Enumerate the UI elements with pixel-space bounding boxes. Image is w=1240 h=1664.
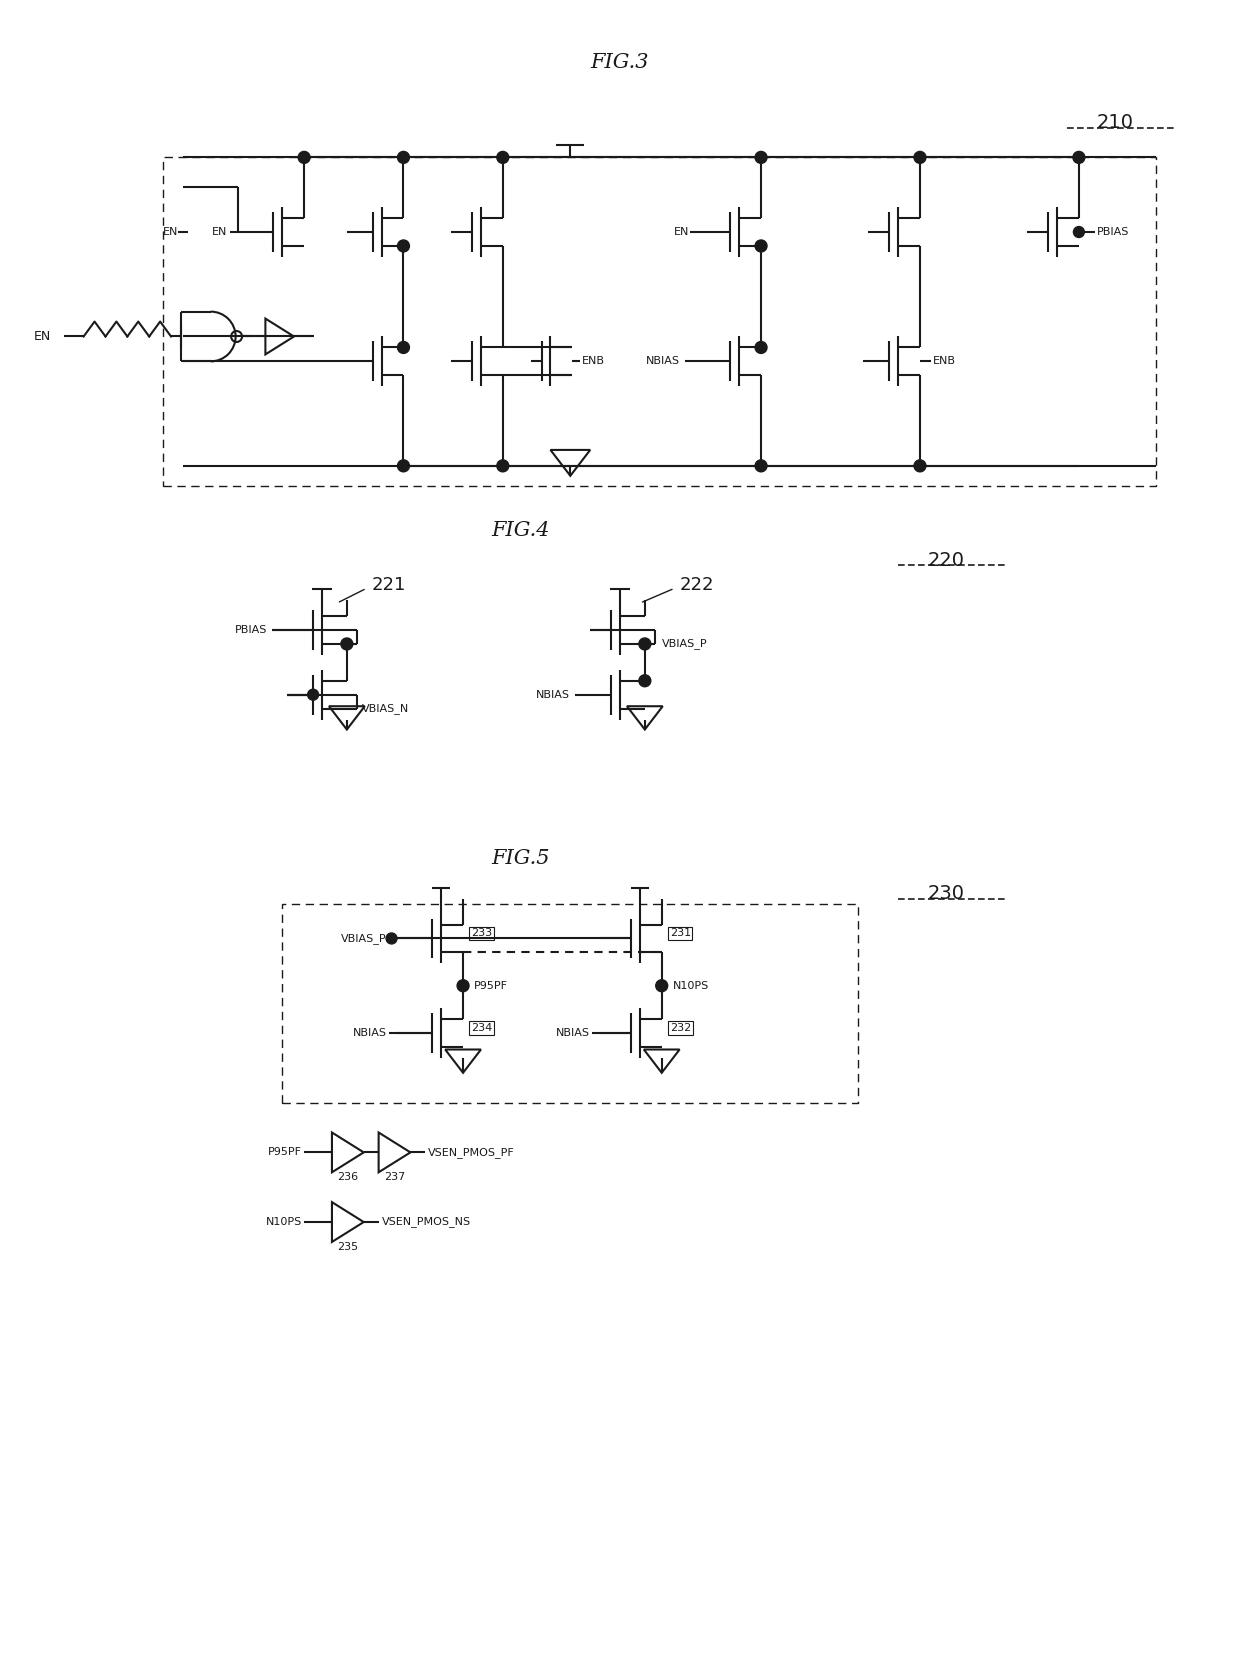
Bar (164, 158, 1157, 486)
Circle shape (497, 459, 508, 473)
Circle shape (639, 676, 651, 687)
Circle shape (755, 151, 768, 163)
Text: NBIAS: NBIAS (537, 689, 570, 699)
Text: VSEN_PMOS_PF: VSEN_PMOS_PF (428, 1146, 515, 1158)
Circle shape (914, 459, 926, 473)
Circle shape (914, 151, 926, 163)
Text: VBIAS_P: VBIAS_P (662, 639, 707, 649)
Text: VBIAS_P: VBIAS_P (341, 934, 387, 943)
Circle shape (398, 341, 409, 353)
Text: PBIAS: PBIAS (236, 626, 268, 636)
Text: VSEN_PMOS_NS: VSEN_PMOS_NS (382, 1216, 471, 1228)
Circle shape (458, 980, 469, 992)
Circle shape (755, 341, 768, 353)
Bar (283, 904, 858, 1103)
Circle shape (386, 934, 397, 943)
Text: EN: EN (33, 329, 51, 343)
Text: FIG.5: FIG.5 (491, 849, 549, 869)
Text: 222: 222 (680, 576, 714, 594)
Text: 236: 236 (337, 1171, 358, 1181)
Text: 233: 233 (471, 929, 492, 938)
Circle shape (755, 240, 768, 251)
Text: PBIAS: PBIAS (1096, 226, 1130, 236)
Text: FIG.3: FIG.3 (590, 53, 650, 72)
Circle shape (341, 637, 353, 651)
Text: EN: EN (675, 226, 689, 236)
Circle shape (1074, 226, 1084, 238)
Circle shape (308, 689, 319, 701)
Text: NBIAS: NBIAS (646, 356, 680, 366)
Text: 231: 231 (670, 929, 691, 938)
Text: 230: 230 (928, 884, 965, 904)
Circle shape (398, 151, 409, 163)
Text: VBIAS_N: VBIAS_N (362, 704, 409, 714)
Text: FIG.4: FIG.4 (491, 521, 549, 541)
Text: NBIAS: NBIAS (557, 1028, 590, 1038)
Text: N10PS: N10PS (265, 1216, 303, 1226)
Text: 237: 237 (384, 1171, 405, 1181)
Text: 232: 232 (670, 1023, 691, 1033)
Text: P95PF: P95PF (268, 1148, 303, 1158)
Text: 221: 221 (372, 576, 405, 594)
Text: P95PF: P95PF (474, 980, 508, 990)
Text: 220: 220 (928, 551, 965, 569)
Text: ENB: ENB (583, 356, 605, 366)
Circle shape (398, 240, 409, 251)
Text: 235: 235 (337, 1241, 358, 1251)
Circle shape (656, 980, 667, 992)
Text: 234: 234 (471, 1023, 492, 1033)
Text: ENB: ENB (932, 356, 956, 366)
Text: NBIAS: NBIAS (352, 1028, 387, 1038)
Text: 210: 210 (1096, 113, 1133, 131)
Text: EN: EN (162, 226, 179, 236)
Circle shape (398, 459, 409, 473)
Circle shape (639, 637, 651, 651)
Circle shape (497, 151, 508, 163)
Text: EN: EN (212, 226, 228, 236)
Circle shape (1073, 151, 1085, 163)
Circle shape (755, 459, 768, 473)
Text: N10PS: N10PS (672, 980, 709, 990)
Circle shape (298, 151, 310, 163)
